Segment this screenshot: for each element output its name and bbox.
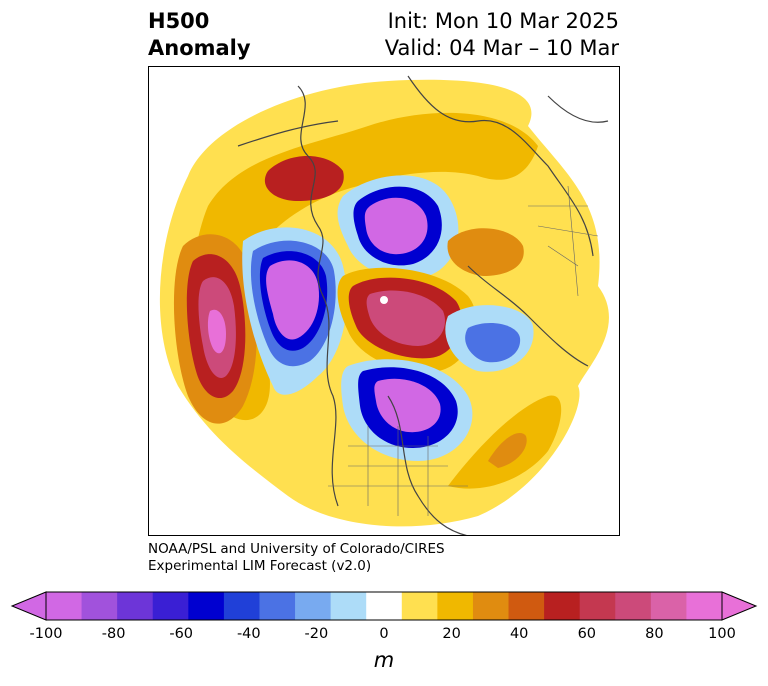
title-right: Init: Mon 10 Mar 2025 Valid: 04 Mar – 10…: [385, 8, 619, 62]
negative-lobe-alaska-core: [266, 260, 320, 340]
colorbar-cell: [579, 592, 616, 620]
colorbar-tick-label: -100: [29, 626, 63, 642]
colorbar-cell: [46, 592, 83, 620]
colorbar-tick-label: 80: [645, 626, 664, 642]
coastlines: [237, 75, 609, 536]
colorbar-cell: [508, 592, 545, 620]
colorbar-tick-label: -60: [169, 626, 194, 642]
colorbar-cell: [472, 592, 510, 620]
negative-lobe-atlantic-inner: [465, 323, 521, 363]
colorbar-cell: [223, 592, 260, 620]
credit-line-1: NOAA/PSL and University of Colorado/CIRE…: [148, 541, 445, 557]
colorbar-cell: [686, 592, 723, 620]
colorbar-cell: [259, 592, 296, 620]
colorbar-cell: [401, 592, 438, 620]
valid-range: Valid: 04 Mar – 10 Mar: [384, 36, 619, 60]
colorbar-cell: [295, 592, 332, 620]
credit-text: NOAA/PSL and University of Colorado/CIRE…: [148, 541, 445, 575]
colorbar-border: [45, 591, 723, 621]
negative-lobe-eastus-core: [374, 378, 441, 433]
colorbar-cell: [152, 592, 189, 620]
colorbar-tick-label: -80: [101, 626, 126, 642]
pole-marker: [380, 296, 388, 304]
positive-lobe-greenland-core: [366, 290, 446, 346]
colorbar-cell: [650, 592, 687, 620]
positive-lobe-europe: [447, 228, 524, 276]
colorbar: [10, 591, 758, 621]
colorbar-tick-label: 40: [509, 626, 529, 642]
colorbar-cell: [544, 592, 581, 620]
colorbar-cell: [81, 592, 118, 620]
positive-lobe-siberia: [264, 156, 344, 201]
positive-lobe-atlantic-core: [488, 433, 527, 468]
colorbar-cell: [117, 592, 154, 620]
colorbar-over-arrow: [721, 591, 758, 621]
colorbar-cell: [366, 592, 403, 620]
title-left: H500 Anomaly: [148, 8, 251, 62]
political-borders: [328, 185, 599, 516]
colorbar-tick-label: -20: [304, 626, 329, 642]
negative-lobe-arctic-core: [364, 197, 428, 255]
colorbar-cell: [188, 592, 225, 620]
colorbar-tick-label: 100: [708, 626, 736, 642]
colorbar-tick-label: 20: [442, 626, 461, 642]
title-anomaly: Anomaly: [148, 36, 251, 60]
colorbar-cell: [330, 592, 367, 620]
colorbar-cell: [615, 592, 652, 620]
colorbar-tick-label: 0: [379, 626, 389, 642]
colorbar-units: m: [373, 648, 395, 672]
colorbar-tick-label: -40: [236, 626, 261, 642]
credit-line-2: Experimental LIM Forecast (v2.0): [148, 558, 372, 574]
title-variable: H500: [148, 9, 210, 33]
init-date: Init: Mon 10 Mar 2025: [387, 9, 619, 33]
colorbar-cell: [437, 592, 474, 620]
colorbar-under-arrow: [10, 591, 47, 621]
polar-map: [148, 66, 620, 536]
positive-lobe-pacific-peak: [207, 309, 226, 354]
colorbar-tick-label: 60: [577, 626, 597, 642]
